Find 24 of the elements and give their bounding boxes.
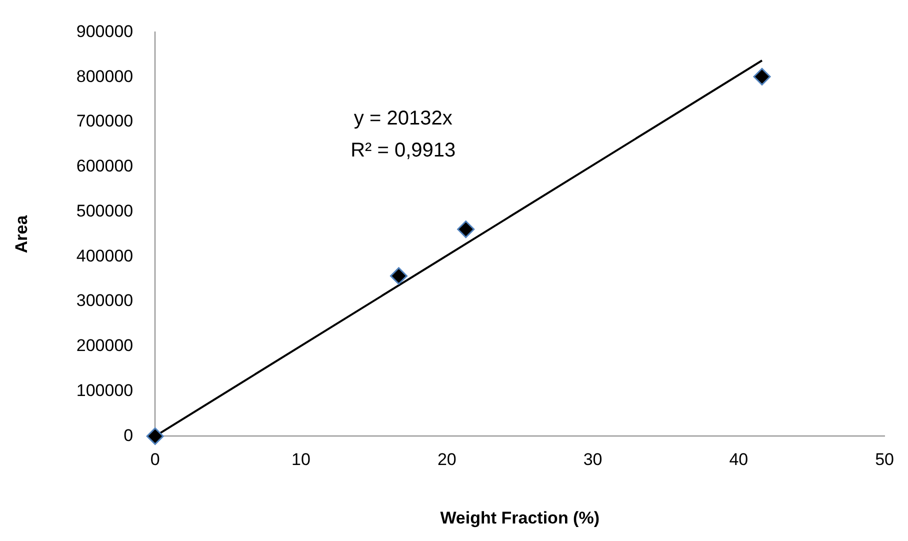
point: [390, 267, 408, 285]
x-tick-label: 20: [437, 450, 456, 470]
y-tick-label: 600000: [76, 156, 134, 176]
y-tick-label: 300000: [76, 291, 134, 310]
y-tick-label: 900000: [76, 22, 134, 41]
x-tick-label: 40: [729, 450, 748, 470]
x-tick-label: 0: [150, 450, 160, 470]
x-tick-label: 10: [292, 450, 310, 470]
y-tick-label: 0: [124, 426, 134, 445]
point: [146, 427, 164, 445]
x-tick-label: 30: [583, 450, 602, 470]
y-tick-label: 200000: [76, 336, 134, 356]
x-tick-label: 50: [875, 450, 894, 470]
y-tick-label: 800000: [76, 66, 134, 86]
x-axis-title: Weight Fraction (%): [440, 508, 600, 528]
point: [753, 68, 771, 86]
y-tick-label: 400000: [76, 246, 134, 266]
annotation: R² = 0,9913: [350, 140, 456, 162]
y-tick-label: 700000: [76, 112, 134, 131]
annotation: y = 20132x: [354, 108, 452, 130]
point: [457, 220, 475, 238]
y-tick-label: 100000: [76, 381, 134, 400]
y-tick-label: 500000: [76, 201, 134, 220]
y-axis-title: Area: [12, 214, 31, 254]
